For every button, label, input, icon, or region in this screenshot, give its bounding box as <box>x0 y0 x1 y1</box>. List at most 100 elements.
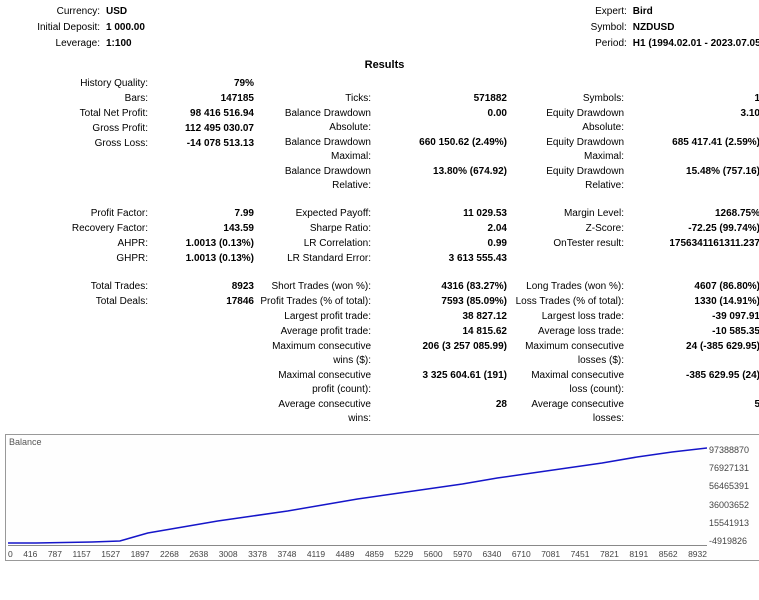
stat-row: Maximal consecutive loss (count):-385 62… <box>511 369 759 397</box>
chart-x-labels: 0416787115715271897226826383008337837484… <box>8 549 707 559</box>
stat-value: 1:100 <box>106 37 132 51</box>
stat-label: Average consecutive wins: <box>258 398 377 426</box>
stat-label: Sharpe Ratio: <box>258 222 377 236</box>
stat-label: Profit Factor: <box>5 207 154 221</box>
stat-value: 4607 (86.80%) <box>630 280 759 294</box>
stat-label: Symbols: <box>511 92 630 106</box>
stat-label: Equity Drawdown Relative: <box>511 165 630 193</box>
stat-group: History Quality:79%Bars:147185Total Net … <box>5 77 759 193</box>
stat-row: Average consecutive wins:28 <box>258 398 511 426</box>
stat-row: Z-Score:-72.25 (99.74%) <box>511 222 759 236</box>
x-tick: 1527 <box>101 549 120 559</box>
stat-value: USD <box>106 5 127 19</box>
x-tick: 6710 <box>512 549 531 559</box>
stat-label: Average loss trade: <box>511 325 630 339</box>
y-tick: 97388870 <box>709 445 759 455</box>
stat-value: 98 416 516.94 <box>154 107 258 121</box>
stat-value: 8923 <box>154 280 258 294</box>
stat-row: Average profit trade:14 815.62 <box>258 325 511 339</box>
stat-value: 3 325 604.61 (191) <box>377 369 511 383</box>
stat-row <box>258 77 511 91</box>
stat-label: Expected Payoff: <box>258 207 377 221</box>
stat-row: Total Trades:8923 <box>5 280 258 294</box>
stat-value: 7.99 <box>154 207 258 221</box>
stat-value: NZDUSD <box>633 21 675 35</box>
stat-value: H1 (1994.02.01 - 2023.07.05) <box>633 37 759 51</box>
stat-row <box>5 355 258 369</box>
stat-label: Total Trades: <box>5 280 154 294</box>
stat-label: Period: <box>577 37 633 51</box>
stat-value: 571882 <box>377 92 511 106</box>
stat-row: Maximum consecutive wins ($):206 (3 257 … <box>258 340 511 368</box>
stat-row: Largest profit trade:38 827.12 <box>258 310 511 324</box>
stat-label: Short Trades (won %): <box>258 280 377 294</box>
stat-label: AHPR: <box>5 237 154 251</box>
stat-label <box>5 355 154 369</box>
stat-label: Bars: <box>5 92 154 106</box>
stat-row: Largest loss trade:-39 097.91 <box>511 310 759 324</box>
header-left: Currency:USDInitial Deposit:1 000.00Leve… <box>5 5 145 51</box>
stat-row <box>5 325 258 339</box>
stat-label: Currency: <box>5 5 106 19</box>
stat-value: Bird <box>633 5 653 19</box>
x-tick: 1897 <box>131 549 150 559</box>
stat-row: AHPR:1.0013 (0.13%) <box>5 237 258 251</box>
stat-label: Average consecutive losses: <box>511 398 630 426</box>
stat-label: OnTester result: <box>511 237 630 251</box>
stat-value: -39 097.91 <box>630 310 759 324</box>
stat-value: 1.0013 (0.13%) <box>154 252 258 266</box>
stat-value: 660 150.62 (2.49%) <box>377 136 511 150</box>
stat-row: LR Standard Error:3 613 555.43 <box>258 252 511 266</box>
y-tick: 56465391 <box>709 481 759 491</box>
stat-row: Balance Drawdown Relative:13.80% (674.92… <box>258 165 511 193</box>
stat-label: Maximum consecutive wins ($): <box>258 340 377 368</box>
stat-label: GHPR: <box>5 252 154 266</box>
stat-label: Initial Deposit: <box>5 21 106 35</box>
stat-row: Gross Loss:-14 078 513.13 <box>5 137 258 151</box>
stat-row <box>5 370 258 384</box>
x-tick: 5970 <box>453 549 472 559</box>
x-tick: 0 <box>8 549 13 559</box>
stat-label: Equity Drawdown Absolute: <box>511 107 630 135</box>
results-title: Results <box>5 59 759 71</box>
x-tick: 3748 <box>277 549 296 559</box>
stat-column: Profit Factor:7.99Recovery Factor:143.59… <box>5 207 258 266</box>
stat-value: 1330 (14.91%) <box>630 295 759 309</box>
stat-label <box>5 340 154 354</box>
x-tick: 7081 <box>541 549 560 559</box>
x-tick: 8191 <box>629 549 648 559</box>
stat-column: Long Trades (won %):4607 (86.80%)Loss Tr… <box>511 280 759 426</box>
stat-value: 0.00 <box>377 107 511 121</box>
stat-value: 3 613 555.43 <box>377 252 511 266</box>
stat-value: 112 495 030.07 <box>154 122 258 136</box>
stat-row: Margin Level:1268.75% <box>511 207 759 221</box>
stat-label: Total Deals: <box>5 295 154 309</box>
x-tick: 2268 <box>160 549 179 559</box>
x-tick: 7821 <box>600 549 619 559</box>
stat-row: Currency:USD <box>5 5 145 19</box>
x-tick: 3378 <box>248 549 267 559</box>
stat-row: OnTester result:1756341161311.237 <box>511 237 759 251</box>
stat-label: Ticks: <box>258 92 377 106</box>
stat-row: Bars:147185 <box>5 92 258 106</box>
stat-row: Expected Payoff:11 029.53 <box>258 207 511 221</box>
stat-value: 206 (3 257 085.99) <box>377 340 511 354</box>
stat-row: Profit Trades (% of total):7593 (85.09%) <box>258 295 511 309</box>
stat-row: LR Correlation:0.99 <box>258 237 511 251</box>
stat-group: Total Trades:8923Total Deals:17846 Short… <box>5 280 759 426</box>
stat-label: Recovery Factor: <box>5 222 154 236</box>
balance-chart: Balance 97388870769271315646539136003652… <box>5 434 759 561</box>
stat-row: Ticks:571882 <box>258 92 511 106</box>
stat-label <box>5 325 154 339</box>
stat-value: -10 585.35 <box>630 325 759 339</box>
stat-label: Leverage: <box>5 37 106 51</box>
stat-row: Recovery Factor:143.59 <box>5 222 258 236</box>
header-right: Expert:BirdSymbol:NZDUSDPeriod:H1 (1994.… <box>577 5 759 51</box>
stat-column: Symbols:1Equity Drawdown Absolute:3.10Eq… <box>511 77 759 193</box>
stat-value: 24 (-385 629.95) <box>630 340 759 354</box>
x-tick: 4119 <box>307 549 325 559</box>
stat-row: Maximal consecutive profit (count):3 325… <box>258 369 511 397</box>
stat-column: Total Trades:8923Total Deals:17846 <box>5 280 258 426</box>
stat-column: Short Trades (won %):4316 (83.27%)Profit… <box>258 280 511 426</box>
stat-value: 79% <box>154 77 258 91</box>
